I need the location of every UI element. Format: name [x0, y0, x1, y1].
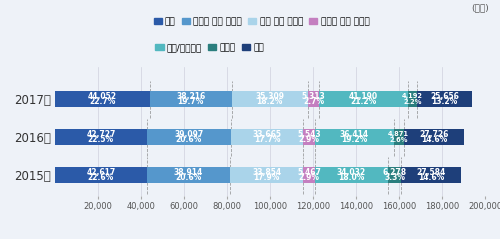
Text: 39,097: 39,097 — [174, 130, 204, 139]
Text: 3.3%: 3.3% — [384, 173, 405, 182]
Text: 18.0%: 18.0% — [338, 173, 364, 182]
Bar — [147, 129, 231, 145]
Text: 25,656: 25,656 — [430, 92, 459, 101]
Bar — [402, 167, 461, 183]
Bar — [388, 167, 402, 183]
Bar — [55, 129, 147, 145]
Bar — [146, 167, 230, 183]
Text: 22.6%: 22.6% — [88, 173, 114, 182]
Bar — [55, 91, 150, 107]
Bar — [308, 91, 319, 107]
Text: 13.2%: 13.2% — [431, 98, 458, 106]
Text: 22.5%: 22.5% — [88, 135, 114, 144]
Text: 44,052: 44,052 — [88, 92, 117, 101]
Text: 38,216: 38,216 — [176, 92, 206, 101]
Text: 33,665: 33,665 — [252, 130, 282, 139]
Text: 2.9%: 2.9% — [299, 135, 320, 144]
Text: 21.2%: 21.2% — [350, 98, 376, 106]
Text: 33,854: 33,854 — [252, 168, 281, 177]
Bar — [315, 167, 388, 183]
Bar — [408, 91, 417, 107]
Text: 5,543: 5,543 — [298, 130, 321, 139]
Text: 41,190: 41,190 — [349, 92, 378, 101]
Text: 20.6%: 20.6% — [176, 135, 202, 144]
Text: 20.6%: 20.6% — [176, 173, 202, 182]
Bar — [303, 167, 315, 183]
Text: 5,467: 5,467 — [297, 168, 321, 177]
Text: 2.9%: 2.9% — [298, 173, 320, 182]
Bar — [230, 167, 303, 183]
Text: 27,584: 27,584 — [416, 168, 446, 177]
Text: 19.2%: 19.2% — [341, 135, 367, 144]
Bar — [417, 91, 472, 107]
Bar — [394, 129, 404, 145]
Text: 18.2%: 18.2% — [256, 98, 283, 106]
Bar — [404, 129, 464, 145]
Text: 22.7%: 22.7% — [89, 98, 116, 106]
Text: (억원): (억원) — [472, 4, 490, 13]
Bar — [55, 167, 146, 183]
Text: 14.6%: 14.6% — [418, 173, 444, 182]
Text: 27,726: 27,726 — [419, 130, 448, 139]
Text: 4,871: 4,871 — [388, 131, 409, 137]
Text: 34,032: 34,032 — [337, 168, 366, 177]
Text: 19.7%: 19.7% — [178, 98, 204, 106]
Text: 38,914: 38,914 — [174, 168, 203, 177]
Text: 5,313: 5,313 — [302, 92, 326, 101]
Text: 42,727: 42,727 — [86, 130, 116, 139]
Text: 35,309: 35,309 — [256, 92, 284, 101]
Text: 17.9%: 17.9% — [254, 173, 280, 182]
Text: 42,617: 42,617 — [86, 168, 116, 177]
Text: 4,192: 4,192 — [402, 93, 423, 99]
Text: 2.6%: 2.6% — [390, 137, 408, 143]
Text: 6,278: 6,278 — [382, 168, 407, 177]
Bar — [150, 91, 232, 107]
Text: 2.2%: 2.2% — [403, 99, 421, 105]
Text: 14.6%: 14.6% — [420, 135, 447, 144]
Bar — [231, 129, 304, 145]
Bar — [319, 91, 408, 107]
Bar — [232, 91, 308, 107]
Legend: 중소/중견기업, 대기업, 기타: 중소/중견기업, 대기업, 기타 — [156, 43, 264, 52]
Text: 36,414: 36,414 — [340, 130, 369, 139]
Bar — [315, 129, 394, 145]
Text: 17.7%: 17.7% — [254, 135, 280, 144]
Bar — [304, 129, 315, 145]
Text: 2.7%: 2.7% — [303, 98, 324, 106]
